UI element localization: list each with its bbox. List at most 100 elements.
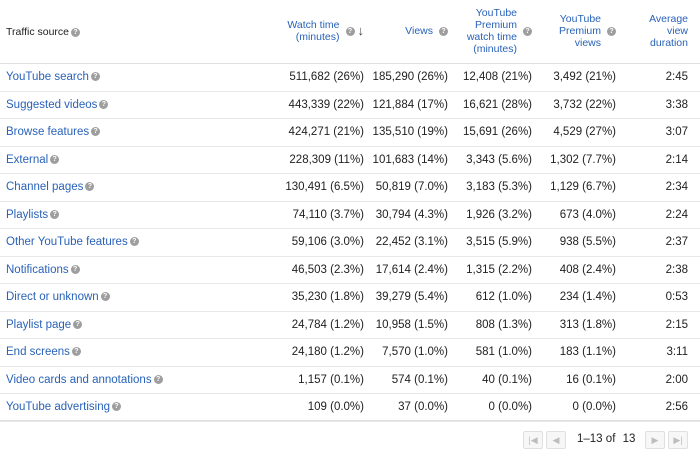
watch-time-cell: 130,491 (6.5%) (285, 181, 364, 193)
help-icon[interactable]: ? (91, 127, 101, 137)
table-row: YouTube search? 511,682 (26%) 185,290 (26%… (0, 64, 700, 92)
table-row: Video cards and annotations? 1,157 (0.1%)… (0, 367, 700, 394)
header-premium-watch-time[interactable]: YouTube Premium watch time (minutes) ? (467, 7, 532, 55)
header-premium-watch-line1: YouTube (475, 7, 517, 19)
premium-watch-time-cell: 612 (1.0%) (475, 291, 532, 303)
premium-views-cell: 938 (5.5%) (559, 236, 616, 248)
avg-duration-cell: 2:56 (665, 401, 688, 413)
traffic-source-label: Other YouTube features (6, 236, 128, 248)
table-row: Browse features? 424,271 (21%) 135,510 (19… (0, 119, 700, 147)
help-icon[interactable]: ? (71, 27, 81, 37)
header-premium-views-line1: YouTube (559, 13, 601, 25)
premium-watch-time-cell: 15,691 (26%) (462, 126, 532, 138)
help-icon[interactable]: ? (439, 26, 448, 36)
traffic-source-link[interactable]: Video cards and annotations? (6, 374, 163, 386)
traffic-source-label: YouTube search (6, 71, 89, 83)
arrow-down-icon[interactable]: ↓ (357, 23, 365, 38)
traffic-source-label: Browse features (6, 126, 90, 138)
table-row: YouTube advertising? 109 (0.0%) 37 (0.0%) 0… (0, 394, 700, 422)
traffic-source-link[interactable]: Playlists? (6, 208, 60, 221)
first-page-icon[interactable]: |◀ (523, 431, 543, 449)
avg-duration-cell: 2:14 (665, 153, 688, 166)
premium-views-cell: 3,492 (21%) (553, 71, 616, 83)
watch-time-cell: 424,271 (21%) (288, 126, 364, 138)
help-icon[interactable]: ? (90, 72, 100, 82)
traffic-source-link[interactable]: Notifications? (6, 264, 80, 276)
traffic-source-label: Playlists (6, 208, 49, 221)
table-header: Traffic source? Watch time (minutes) ? ↓… (0, 0, 700, 64)
views-cell: 185,290 (26%) (372, 71, 448, 83)
watch-time-cell: 24,180 (1.2%) (291, 346, 364, 358)
traffic-source-link[interactable]: Suggested videos? (6, 98, 109, 111)
header-traffic-source[interactable]: Traffic source? (6, 26, 81, 38)
header-avg-line2: view (666, 25, 688, 37)
avg-duration-cell: 2:37 (665, 236, 688, 248)
header-premium-views[interactable]: YouTube Premium views ? (559, 13, 616, 49)
help-icon[interactable]: ? (71, 347, 81, 357)
help-icon[interactable]: ? (99, 99, 109, 109)
avg-duration-cell: 3:11 (666, 346, 688, 358)
premium-views-cell: 1,302 (7.7%) (550, 153, 616, 166)
views-cell: 574 (0.1%) (391, 373, 448, 386)
help-icon[interactable]: ? (523, 26, 532, 36)
views-cell: 135,510 (19%) (372, 126, 448, 138)
traffic-source-link[interactable]: End screens? (6, 346, 81, 358)
help-icon[interactable]: ? (153, 374, 163, 384)
watch-time-cell: 46,503 (2.3%) (291, 263, 364, 276)
chevron-right-icon[interactable]: ▶ (645, 431, 665, 449)
help-icon[interactable]: ? (85, 182, 95, 192)
traffic-source-link[interactable]: YouTube advertising? (6, 401, 121, 413)
last-page-icon[interactable]: ▶| (668, 431, 688, 449)
avg-duration-cell: 2:45 (665, 71, 688, 83)
avg-duration-cell: 2:15 (665, 318, 688, 331)
help-icon[interactable]: ? (50, 154, 60, 164)
header-avg-line1: Average (649, 13, 688, 25)
header-avg-view-duration[interactable]: Average view duration (649, 13, 688, 49)
premium-watch-time-cell: 581 (1.0%) (475, 346, 532, 358)
pagination-total: 13 (622, 433, 636, 445)
table-row: Suggested videos? 443,339 (22%) 121,884 (1… (0, 92, 700, 119)
table-row: Playlists? 74,110 (3.7%) 30,794 (4.3%) 1,92… (0, 202, 700, 229)
avg-duration-cell: 2:24 (665, 208, 688, 221)
premium-views-cell: 234 (1.4%) (559, 291, 616, 303)
help-icon[interactable]: ? (100, 292, 110, 302)
pagination-range: 1–13 of 13 (577, 433, 635, 445)
table-body: YouTube search? 511,682 (26%) 185,290 (26%… (0, 64, 700, 422)
chevron-left-icon[interactable]: ◀ (546, 431, 566, 449)
traffic-source-link[interactable]: External? (6, 154, 60, 166)
help-icon[interactable]: ? (129, 237, 139, 247)
premium-views-cell: 183 (1.1%) (559, 346, 616, 358)
traffic-source-link[interactable]: YouTube search? (6, 71, 100, 83)
traffic-source-label: Notifications (6, 263, 69, 276)
traffic-source-label: Video cards and annotations (6, 373, 152, 386)
watch-time-cell: 1,157 (0.1%) (298, 373, 364, 386)
header-premium-watch-line4: (minutes) (473, 43, 517, 55)
traffic-source-link[interactable]: Browse features? (6, 126, 101, 138)
header-watch-time-line2: (minutes) (295, 31, 340, 43)
watch-time-cell: 24,784 (1.2%) (291, 318, 364, 331)
table-row: Direct or unknown? 35,230 (1.8%) 39,279 (5… (0, 284, 700, 312)
avg-duration-cell: 2:00 (665, 373, 688, 386)
premium-views-cell: 408 (2.4%) (559, 263, 616, 276)
avg-duration-cell: 2:38 (665, 263, 688, 276)
traffic-source-link[interactable]: Other YouTube features? (6, 236, 139, 248)
header-views[interactable]: Views ? (405, 25, 448, 37)
header-premium-views-line2: Premium (558, 25, 601, 37)
help-icon[interactable]: ? (50, 209, 60, 219)
watch-time-cell: 59,106 (3.0%) (291, 236, 364, 248)
premium-watch-time-cell: 1,315 (2.2%) (466, 263, 532, 276)
traffic-source-label: Suggested videos (6, 98, 98, 111)
help-icon[interactable]: ? (73, 319, 83, 329)
premium-views-cell: 4,529 (27%) (553, 126, 616, 138)
header-watch-time[interactable]: Watch time (minutes) ? ↓ (287, 19, 364, 43)
header-traffic-source-label: Traffic source (6, 26, 70, 38)
traffic-source-link[interactable]: Channel pages? (6, 181, 95, 193)
traffic-source-label: Playlist page (6, 318, 72, 331)
views-cell: 30,794 (4.3%) (375, 208, 448, 221)
traffic-source-link[interactable]: Direct or unknown? (6, 291, 110, 303)
traffic-source-link[interactable]: Playlist page? (6, 318, 83, 331)
help-icon[interactable]: ? (70, 264, 80, 274)
help-icon[interactable]: ? (345, 26, 355, 36)
help-icon[interactable]: ? (112, 402, 121, 412)
help-icon[interactable]: ? (607, 26, 616, 36)
